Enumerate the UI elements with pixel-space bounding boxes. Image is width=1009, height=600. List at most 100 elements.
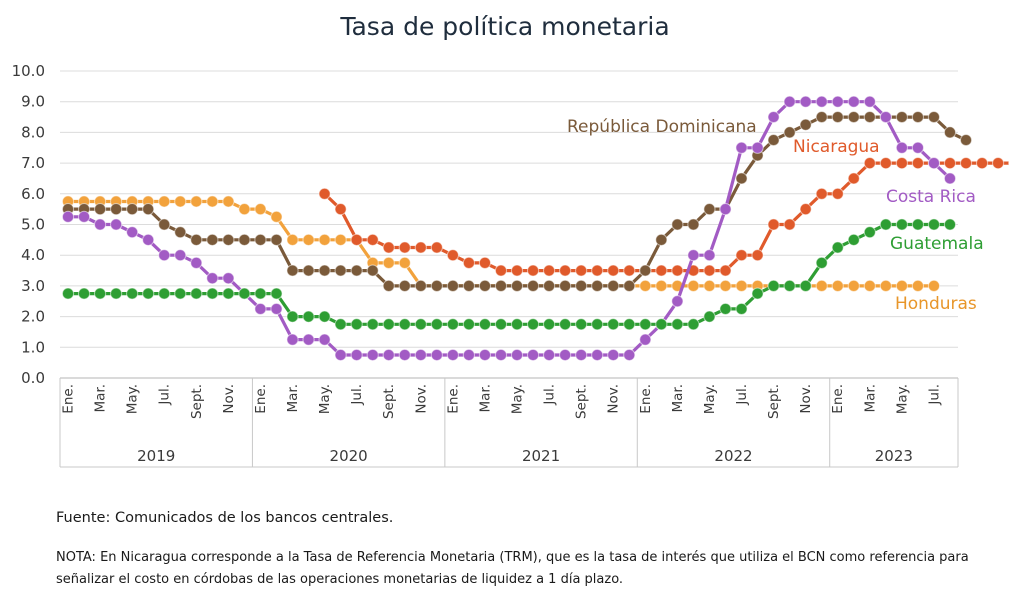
- data-point: [494, 348, 508, 362]
- data-point: [430, 348, 443, 362]
- data-point: [77, 210, 91, 223]
- data-point: [126, 287, 139, 300]
- data-point: [831, 95, 844, 108]
- data-point: [559, 318, 572, 331]
- data-point: [398, 348, 411, 362]
- data-point: [430, 241, 443, 254]
- data-point: [398, 256, 411, 269]
- data-point: [542, 279, 556, 292]
- source-note: Fuente: Comunicados de los bancos centra…: [56, 510, 394, 526]
- data-point: [350, 233, 363, 246]
- data-point: [703, 264, 716, 277]
- data-point: [414, 241, 427, 254]
- data-point: [863, 110, 876, 124]
- x-month-label: Nov.: [221, 384, 237, 414]
- data-point: [687, 249, 700, 262]
- data-point: [318, 187, 331, 200]
- data-point: [238, 287, 251, 300]
- data-point: [847, 110, 860, 124]
- data-point: [542, 348, 556, 362]
- data-point: [671, 218, 684, 231]
- data-point: [623, 348, 636, 362]
- data-point: [334, 318, 347, 331]
- data-point: [398, 241, 411, 254]
- data-point: [174, 226, 187, 239]
- x-month-label: Ene.: [830, 384, 846, 414]
- data-point: [687, 279, 700, 292]
- series-label: Honduras: [895, 294, 977, 314]
- data-point: [542, 264, 556, 277]
- series-label: Costa Rica: [886, 187, 976, 207]
- data-point: [719, 279, 732, 292]
- data-point: [77, 287, 91, 300]
- data-point: [687, 218, 700, 231]
- data-point: [270, 233, 283, 246]
- data-point: [767, 279, 780, 292]
- data-point: [575, 264, 588, 277]
- x-year-label: 2021: [522, 447, 560, 465]
- data-point: [398, 279, 411, 292]
- data-point: [93, 287, 107, 300]
- data-point: [318, 233, 331, 246]
- data-point: [494, 264, 508, 277]
- data-point: [542, 318, 556, 331]
- data-point: [879, 279, 892, 292]
- data-point: [93, 218, 107, 231]
- data-point: [655, 318, 668, 331]
- data-point: [751, 141, 764, 154]
- data-point: [959, 133, 973, 147]
- methodology-note: NOTA: En Nicaragua corresponde a la Tasa…: [56, 550, 969, 587]
- data-point: [735, 249, 748, 262]
- data-point: [927, 218, 941, 231]
- data-point: [815, 110, 828, 124]
- y-tick-label: 2.0: [21, 308, 45, 326]
- x-month-label: Sept.: [574, 384, 590, 419]
- y-tick-label: 9.0: [21, 93, 45, 111]
- data-point: [302, 264, 315, 277]
- data-point: [655, 279, 668, 292]
- data-point: [911, 141, 925, 154]
- data-point: [110, 218, 123, 231]
- data-point: [158, 249, 171, 262]
- x-month-label: Sept.: [189, 384, 205, 419]
- data-point: [382, 348, 395, 362]
- x-year-label: 2023: [875, 447, 913, 465]
- data-point: [334, 233, 347, 246]
- data-point: [751, 249, 764, 262]
- data-point: [366, 264, 379, 277]
- data-point: [879, 110, 892, 124]
- data-point: [863, 279, 876, 292]
- y-tick-label: 0.0: [21, 369, 45, 387]
- data-point: [126, 226, 139, 239]
- y-tick-label: 8.0: [21, 123, 45, 141]
- x-month-label: Mar.: [477, 384, 493, 413]
- data-point: [206, 272, 219, 285]
- data-point: [446, 318, 459, 331]
- data-point: [174, 287, 187, 300]
- data-point: [943, 126, 957, 139]
- data-point: [591, 264, 604, 277]
- data-point: [799, 95, 812, 108]
- data-point: [510, 348, 524, 362]
- data-point: [190, 195, 203, 208]
- data-point: [991, 157, 1005, 170]
- x-month-label: May.: [702, 384, 718, 414]
- data-point: [462, 279, 476, 292]
- x-year-label: 2020: [330, 447, 368, 465]
- series-label: Nicaragua: [793, 137, 880, 157]
- data-point: [607, 264, 620, 277]
- data-point: [703, 279, 716, 292]
- data-point: [222, 272, 235, 285]
- data-point: [815, 95, 828, 108]
- data-point: [61, 287, 75, 300]
- data-point: [350, 318, 363, 331]
- data-point: [382, 241, 395, 254]
- data-point: [110, 287, 123, 300]
- data-point: [414, 279, 427, 292]
- data-point: [494, 279, 508, 292]
- data-point: [703, 249, 716, 262]
- data-point: [591, 318, 604, 331]
- data-point: [911, 218, 925, 231]
- data-point: [655, 264, 668, 277]
- data-point: [478, 348, 492, 362]
